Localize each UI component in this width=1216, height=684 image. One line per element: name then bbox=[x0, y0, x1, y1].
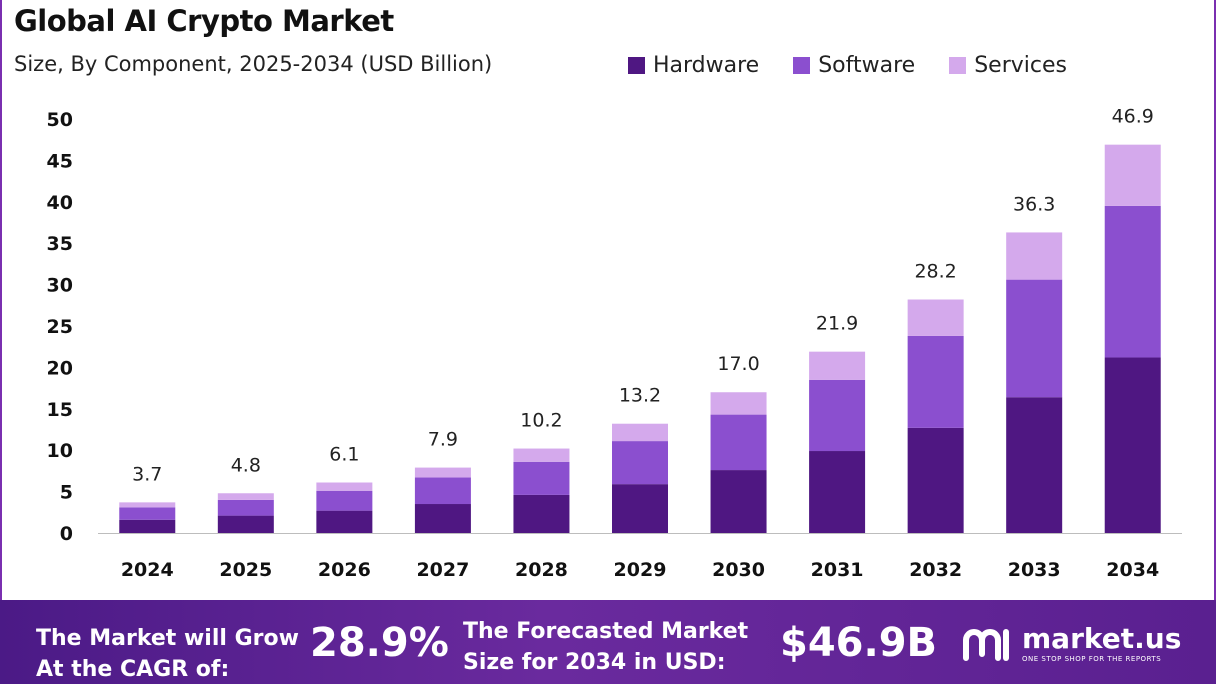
cagr-label-line-1: The Market will Grow bbox=[36, 626, 299, 651]
legend-label-hardware: Hardware bbox=[653, 53, 760, 78]
legend-swatch-services bbox=[949, 57, 967, 74]
bar-services-2029 bbox=[612, 423, 668, 442]
total-label-2027: 7.9 bbox=[428, 429, 458, 451]
x-tick-label-2033: 2033 bbox=[1008, 559, 1061, 581]
x-tick-label-2031: 2031 bbox=[811, 559, 864, 581]
legend-label-software: Software bbox=[818, 53, 916, 78]
x-tick-label-2029: 2029 bbox=[614, 559, 667, 581]
legend-swatch-software bbox=[793, 57, 811, 74]
bar-services-2034 bbox=[1104, 144, 1161, 206]
bar-software-2033 bbox=[1006, 279, 1063, 398]
total-label-2029: 13.2 bbox=[619, 385, 661, 407]
footer-banner bbox=[0, 600, 1216, 684]
legend-swatch-hardware bbox=[628, 57, 645, 74]
forecast-label: The Forecasted Market Size for 2034 in U… bbox=[463, 616, 748, 678]
cagr-value: 28.9% bbox=[310, 620, 449, 666]
bar-services-2027 bbox=[414, 467, 471, 478]
legend-item-hardware: Hardware bbox=[628, 53, 759, 78]
logo-name: market.us bbox=[1022, 622, 1182, 655]
bar-hardware-2034 bbox=[1104, 357, 1161, 533]
legend-item-software: Software bbox=[793, 53, 915, 78]
total-label-2032: 28.2 bbox=[914, 261, 956, 283]
total-label-2025: 4.8 bbox=[231, 454, 261, 476]
market-us-logo-icon bbox=[963, 629, 1009, 661]
bar-hardware-2030 bbox=[710, 470, 767, 533]
bar-services-2031 bbox=[809, 351, 866, 380]
bar-hardware-2032 bbox=[907, 427, 964, 533]
bar-services-2033 bbox=[1006, 232, 1063, 280]
y-tick-label-15: 15 bbox=[47, 399, 73, 421]
total-label-2033: 36.3 bbox=[1013, 193, 1055, 215]
y-tick-label-10: 10 bbox=[47, 440, 73, 462]
x-tick-label-2028: 2028 bbox=[515, 559, 568, 581]
bar-software-2024 bbox=[119, 507, 176, 520]
total-label-2031: 21.9 bbox=[816, 313, 858, 335]
total-label-2030: 17.0 bbox=[717, 353, 759, 375]
y-tick-label-50: 50 bbox=[47, 109, 73, 131]
x-tick-label-2027: 2027 bbox=[416, 559, 469, 581]
logo-tagline: ONE STOP SHOP FOR THE REPORTS bbox=[1022, 655, 1162, 663]
bar-software-2034 bbox=[1104, 205, 1161, 358]
total-label-2026: 6.1 bbox=[329, 443, 359, 465]
bar-services-2024 bbox=[119, 502, 176, 508]
bar-hardware-2025 bbox=[217, 515, 274, 533]
bar-hardware-2028 bbox=[513, 494, 570, 533]
y-tick-label-20: 20 bbox=[47, 357, 73, 379]
total-label-2028: 10.2 bbox=[520, 410, 562, 432]
cagr-label: The Market will Grow At the CAGR of: bbox=[36, 623, 299, 684]
stacked-bar-chart: 051015202530354045503.720244.820256.1202… bbox=[47, 106, 1182, 581]
x-tick-label-2032: 2032 bbox=[909, 559, 962, 581]
bar-services-2030 bbox=[710, 392, 767, 415]
bar-services-2025 bbox=[217, 493, 274, 500]
bar-hardware-2031 bbox=[809, 451, 866, 533]
forecast-label-line-2: Size for 2034 in USD: bbox=[463, 650, 726, 675]
bar-software-2031 bbox=[809, 379, 866, 452]
total-label-2024: 3.7 bbox=[132, 463, 162, 485]
cagr-label-line-2: At the CAGR of: bbox=[36, 657, 230, 682]
chart-legend: Hardware Software Services bbox=[628, 53, 1101, 78]
bar-software-2028 bbox=[513, 461, 570, 495]
bar-services-2032 bbox=[907, 299, 964, 336]
bar-services-2026 bbox=[316, 482, 373, 491]
y-tick-label-5: 5 bbox=[60, 482, 73, 504]
y-tick-label-0: 0 bbox=[60, 523, 73, 545]
bar-hardware-2024 bbox=[119, 519, 176, 533]
bar-software-2027 bbox=[414, 477, 471, 505]
x-tick-label-2024: 2024 bbox=[121, 559, 174, 581]
bar-software-2032 bbox=[907, 335, 964, 428]
bar-services-2028 bbox=[513, 448, 570, 462]
x-tick-label-2034: 2034 bbox=[1106, 559, 1159, 581]
y-tick-label-30: 30 bbox=[47, 275, 73, 297]
bar-hardware-2026 bbox=[316, 510, 373, 533]
y-tick-label-40: 40 bbox=[47, 192, 73, 214]
legend-label-services: Services bbox=[974, 53, 1067, 78]
x-tick-label-2026: 2026 bbox=[318, 559, 371, 581]
y-tick-label-25: 25 bbox=[47, 316, 73, 338]
bar-software-2029 bbox=[612, 441, 668, 485]
bar-software-2026 bbox=[316, 490, 373, 511]
bar-hardware-2027 bbox=[414, 504, 471, 533]
bar-software-2030 bbox=[710, 414, 767, 471]
y-tick-label-35: 35 bbox=[47, 233, 73, 255]
bar-software-2025 bbox=[217, 499, 274, 516]
market-us-logo: market.us ONE STOP SHOP FOR THE REPORTS bbox=[962, 624, 1181, 664]
total-label-2034: 46.9 bbox=[1112, 106, 1154, 128]
chart-title: Global AI Crypto Market bbox=[14, 4, 394, 38]
x-tick-label-2025: 2025 bbox=[219, 559, 272, 581]
bar-hardware-2029 bbox=[612, 484, 668, 533]
forecast-value: $46.9B bbox=[780, 620, 938, 666]
bar-hardware-2033 bbox=[1006, 397, 1063, 533]
x-tick-label-2030: 2030 bbox=[712, 559, 765, 581]
y-tick-label-45: 45 bbox=[47, 150, 73, 172]
chart-subtitle: Size, By Component, 2025-2034 (USD Billi… bbox=[14, 52, 493, 76]
forecast-label-line-1: The Forecasted Market bbox=[463, 619, 749, 644]
legend-item-services: Services bbox=[949, 53, 1067, 78]
